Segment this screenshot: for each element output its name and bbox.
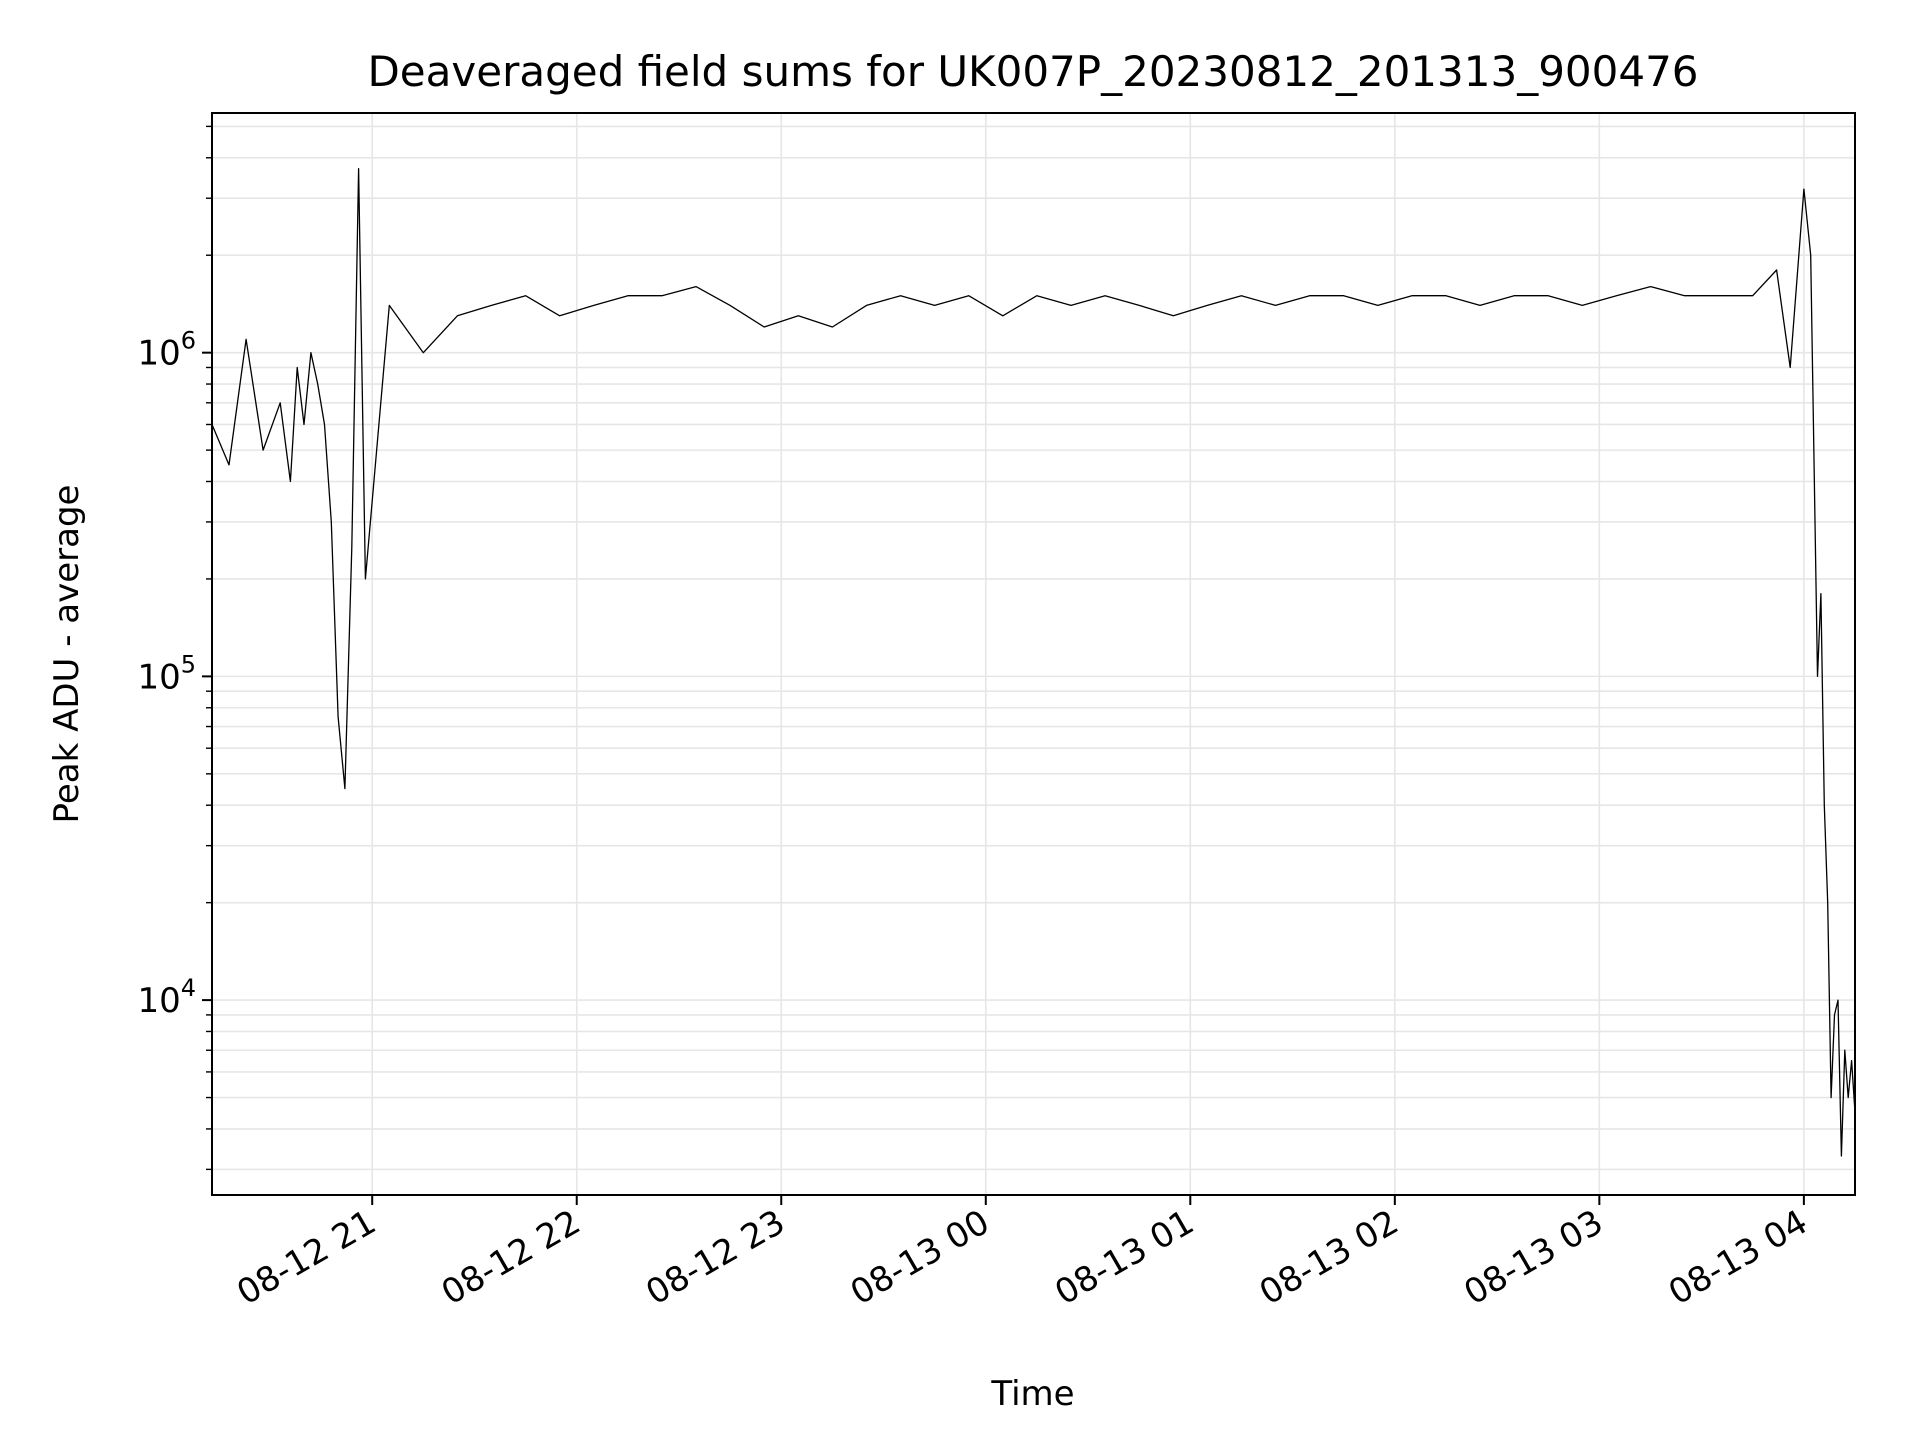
- y-axis-label: Peak ADU - average: [47, 485, 87, 824]
- plot-area-frame: [211, 112, 1856, 1196]
- y-tick-label: 104: [137, 974, 196, 1021]
- x-tick-label: 08-13 03: [1457, 1202, 1609, 1313]
- x-tick-label: 08-13 00: [844, 1202, 996, 1313]
- x-tick-label: 08-12 23: [639, 1202, 791, 1313]
- x-tick-label: 08-12 21: [230, 1202, 382, 1313]
- axis-ticks: 104 105 106 08-12 21 08-12 22 08-12 23 08-13 0…: [137, 125, 1814, 1313]
- series-line: [211, 168, 1856, 1157]
- x-tick-label: 08-13 01: [1048, 1202, 1200, 1313]
- y-tick-label: 105: [137, 650, 196, 697]
- chart-title: Deaveraged field sums for UK007P_2023081…: [367, 47, 1698, 96]
- x-tick-label: 08-12 22: [435, 1202, 587, 1313]
- y-tick-label: 106: [137, 327, 196, 374]
- series-layer: [211, 168, 1856, 1157]
- grid: [212, 113, 1855, 1195]
- x-axis-label: Time: [990, 1374, 1074, 1414]
- x-tick-label: 08-13 04: [1662, 1202, 1814, 1313]
- x-tick-label: 08-13 02: [1253, 1202, 1405, 1313]
